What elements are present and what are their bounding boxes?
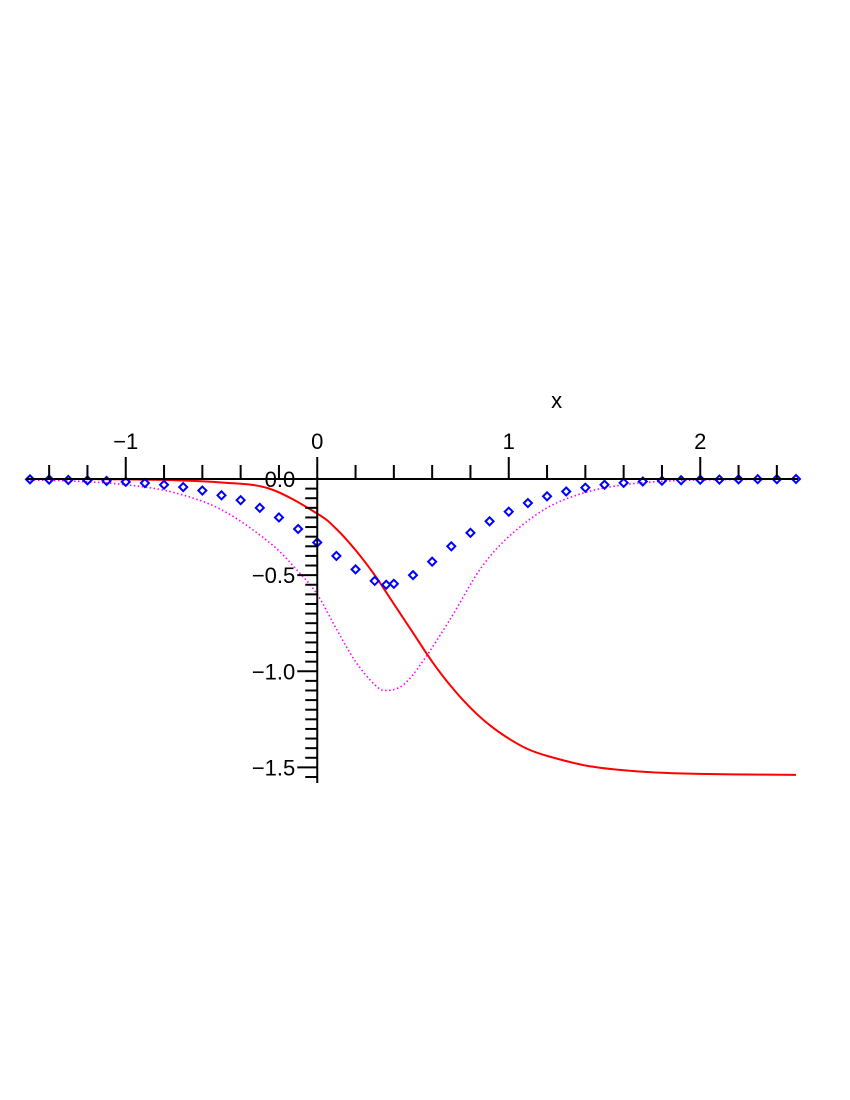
series-2-point xyxy=(177,481,189,493)
series-2-point xyxy=(484,515,496,527)
series-1-line xyxy=(29,478,797,692)
x-tick-label: 2 xyxy=(694,429,706,454)
series-2-point xyxy=(637,476,649,487)
series-2-point xyxy=(752,473,764,485)
series-2-point xyxy=(216,489,227,501)
series-2-point xyxy=(273,512,285,523)
series-2-point xyxy=(196,485,208,496)
series-2-point xyxy=(235,494,247,506)
series-2-point xyxy=(790,473,802,485)
series-2-point xyxy=(503,506,515,518)
x-tick-label: 0 xyxy=(311,429,323,454)
y-ticks: 0.0 −0.5 −1.0 −1.5 xyxy=(252,467,318,780)
series-2-point xyxy=(369,575,381,587)
series-2-point xyxy=(407,569,419,581)
series-2-point xyxy=(579,482,591,494)
axes-layer: −1 0 1 2 0.0 −0.5 −1.0 −1.5 x xyxy=(26,388,798,783)
series-2-point xyxy=(254,502,266,514)
series-2-point xyxy=(120,476,132,488)
series-2-point xyxy=(388,578,400,590)
series-2-point xyxy=(771,473,783,485)
series-2-point xyxy=(445,540,457,552)
series-2-point xyxy=(426,556,438,568)
series-2-point xyxy=(599,479,610,491)
series-2-point xyxy=(560,486,572,497)
series-2-point xyxy=(541,490,553,502)
x-ticks: −1 0 1 2 xyxy=(48,429,778,479)
series-2-point xyxy=(139,477,151,489)
x-tick-label: −1 xyxy=(113,429,138,454)
series-2-point xyxy=(158,479,170,491)
series-2-point xyxy=(330,550,342,562)
series-0-line xyxy=(29,477,797,776)
x-axis-title: x xyxy=(551,388,562,413)
series-2 xyxy=(24,473,802,591)
y-tick-label: −1.0 xyxy=(252,659,295,684)
y-tick-label: −1.5 xyxy=(252,755,295,780)
y-tick-label: −0.5 xyxy=(252,563,295,588)
series-layer xyxy=(24,473,802,776)
series-2-point xyxy=(292,523,304,535)
x-tick-label: 1 xyxy=(503,429,515,454)
series-2-point xyxy=(522,497,534,509)
series-2-point xyxy=(465,527,476,539)
series-2-point xyxy=(350,563,361,575)
series-2-point xyxy=(618,477,630,489)
y-tick-label: 0.0 xyxy=(265,467,296,492)
